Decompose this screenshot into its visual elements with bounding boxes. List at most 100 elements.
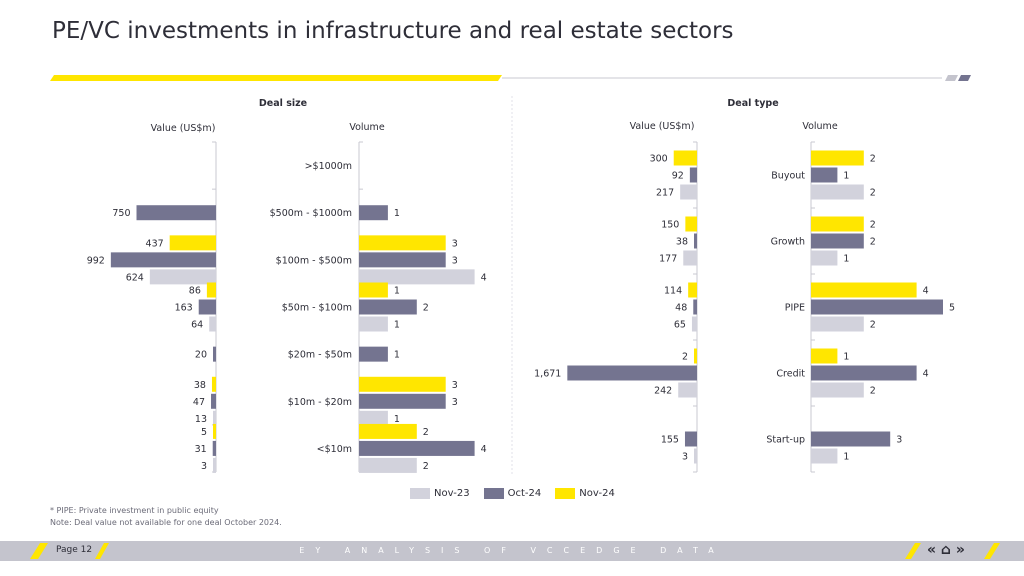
bar-deal-size-value-us-m-10m-20m-oct-24 <box>211 393 216 409</box>
bar-deal-size-volume-100m-500m-nov-23 <box>359 269 475 285</box>
data-label-deal-size-volume-50m-100m-nov-24: 1 <box>394 286 400 297</box>
category-label-500m-1000m: $500m - $1000m <box>270 208 352 219</box>
data-label-deal-size-value-us-m-100m-500m-nov-23: 624 <box>126 272 144 283</box>
data-label-deal-size-value-us-m-100m-500m-nov-24: 437 <box>146 238 164 249</box>
data-label-deal-type-volume-start-up-oct-24: 3 <box>896 435 902 446</box>
previous-icon[interactable]: « <box>927 542 937 558</box>
data-label-deal-type-volume-growth-oct-24: 2 <box>870 237 876 248</box>
bar-deal-type-value-us-m-pipe-oct-24 <box>693 299 697 315</box>
charts-canvas: Deal size Value (US$m) 750 437 992 624 86 163 64… <box>87 96 955 476</box>
bar-deal-type-value-us-m-start-up-nov-23 <box>694 448 697 464</box>
legend-item-nov23: Nov-23 <box>410 487 470 499</box>
bar-deal-size-volume-100m-500m-nov-24 <box>359 235 446 251</box>
bar-deal-type-volume-credit-nov-24 <box>811 348 838 364</box>
data-label-deal-type-volume-start-up-nov-23: 1 <box>843 452 849 463</box>
data-label-deal-type-value-us-m-growth-oct-24: 38 <box>676 237 688 248</box>
bar-deal-type-value-us-m-buyout-nov-23 <box>680 184 697 200</box>
data-label-deal-type-value-us-m-start-up-oct-24: 155 <box>661 435 679 446</box>
data-label-deal-size-volume-100m-500m-nov-23: 4 <box>481 272 487 283</box>
data-label-deal-type-value-us-m-pipe-oct-24: 48 <box>675 303 687 314</box>
bar-deal-type-volume-pipe-nov-23 <box>811 316 864 332</box>
legend-swatch-nov23 <box>410 487 430 499</box>
data-label-deal-type-volume-growth-nov-23: 1 <box>843 254 849 265</box>
bar-deal-type-value-us-m-pipe-nov-23 <box>691 316 697 332</box>
bar-deal-type-volume-credit-nov-23 <box>811 382 864 398</box>
bar-deal-type-volume-growth-nov-24 <box>811 216 864 232</box>
category-label-100m-500m: $100m - $500m <box>276 255 352 266</box>
bar-deal-size-value-us-m-10m-nov-23 <box>213 457 216 473</box>
footer-right-slash-icon <box>905 543 921 559</box>
bar-deal-size-value-us-m-10m-nov-24 <box>213 423 216 439</box>
bar-deal-size-volume-10m-20m-nov-23 <box>359 410 388 426</box>
data-label-deal-size-volume-10m-nov-23: 2 <box>423 461 429 472</box>
category-label-50m-100m: $50m - $100m <box>282 303 352 314</box>
data-label-deal-size-value-us-m-10m-oct-24: 31 <box>195 444 207 455</box>
data-label-deal-type-value-us-m-growth-nov-23: 177 <box>659 254 677 265</box>
bar-deal-size-value-us-m-10m-20m-nov-24 <box>211 376 216 392</box>
data-label-deal-size-value-us-m-10m-20m-oct-24: 47 <box>193 397 205 408</box>
data-label-deal-type-volume-buyout-oct-24: 1 <box>843 171 849 182</box>
data-label-deal-size-volume-50m-100m-oct-24: 2 <box>423 303 429 314</box>
category-label-growth: Growth <box>771 237 805 248</box>
title-underline <box>50 75 971 81</box>
legend-item-nov24: Nov-24 <box>555 487 615 499</box>
data-label-deal-size-volume-10m-20m-nov-24: 3 <box>452 380 458 391</box>
category-label-buyout: Buyout <box>771 171 805 182</box>
bar-deal-size-value-us-m-50m-100m-nov-23 <box>209 316 216 332</box>
data-label-deal-type-value-us-m-buyout-oct-24: 92 <box>672 171 684 182</box>
bar-deal-size-volume-10m-nov-24 <box>359 423 417 439</box>
data-label-deal-size-value-us-m-10m-nov-23: 3 <box>201 461 207 472</box>
data-label-deal-type-volume-pipe-nov-23: 2 <box>870 320 876 331</box>
data-label-deal-size-volume-50m-100m-nov-23: 1 <box>394 320 400 331</box>
data-label-deal-type-volume-credit-nov-23: 2 <box>870 386 876 397</box>
data-label-deal-size-volume-100m-500m-oct-24: 3 <box>452 255 458 266</box>
chart-title-deal-size-volume: Volume <box>349 122 384 133</box>
data-label-deal-type-value-us-m-credit-nov-23: 242 <box>654 386 672 397</box>
data-label-deal-type-value-us-m-growth-nov-24: 150 <box>661 220 679 231</box>
bar-deal-size-volume-100m-500m-oct-24 <box>359 252 446 268</box>
chart-title-deal-type-value-us-m: Value (US$m) <box>630 121 695 132</box>
bar-deal-type-value-us-m-buyout-oct-24 <box>689 167 697 183</box>
data-label-deal-size-value-us-m-10m-20m-nov-23: 13 <box>195 414 207 425</box>
data-label-deal-type-volume-credit-nov-24: 1 <box>843 352 849 363</box>
footer-source: EY ANALYSIS OF VCCEDGE DATA <box>299 546 725 555</box>
bar-deal-type-volume-credit-oct-24 <box>811 365 917 381</box>
bar-deal-size-volume-10m-20m-oct-24 <box>359 393 446 409</box>
category-label-10m: <$10m <box>317 444 352 455</box>
footer-page-slash-icon <box>95 543 109 559</box>
bar-deal-size-volume-50m-100m-nov-23 <box>359 316 388 332</box>
data-label-deal-size-volume-10m-20m-nov-23: 1 <box>394 414 400 425</box>
data-label-deal-type-value-us-m-pipe-nov-23: 65 <box>674 320 686 331</box>
bar-deal-size-value-us-m-100m-500m-nov-24 <box>169 235 216 251</box>
next-icon[interactable]: » <box>955 542 965 558</box>
legend-item-oct24: Oct-24 <box>483 487 542 499</box>
home-icon[interactable]: ⌂ <box>940 542 951 558</box>
data-label-deal-type-volume-pipe-nov-24: 4 <box>923 286 929 297</box>
data-label-deal-type-volume-buyout-nov-23: 2 <box>870 188 876 199</box>
category-label-pipe: PIPE <box>785 303 805 314</box>
data-label-deal-size-volume-10m-nov-24: 2 <box>423 427 429 438</box>
legend-swatch-nov24 <box>555 487 576 499</box>
panel-title-deal-type: Deal type <box>727 98 778 109</box>
chart-title-deal-size-value-us-m: Value (US$m) <box>151 123 216 134</box>
footer-page-number: Page 12 <box>56 545 93 555</box>
legend-label-nov24: Nov-24 <box>579 487 615 499</box>
data-label-deal-size-volume-100m-500m-nov-24: 3 <box>452 238 458 249</box>
bar-deal-type-value-us-m-credit-oct-24 <box>567 365 697 381</box>
bar-deal-size-value-us-m-100m-500m-nov-23 <box>149 269 216 285</box>
footer-far-right-slash-icon <box>984 543 1000 559</box>
bar-deal-size-volume-20m-50m-oct-24 <box>359 346 388 362</box>
bar-deal-type-volume-start-up-nov-23 <box>811 448 838 464</box>
data-label-deal-size-value-us-m-10m-20m-nov-24: 38 <box>194 380 206 391</box>
legend-label-nov23: Nov-23 <box>434 487 470 499</box>
category-label-10m-20m: $10m - $20m <box>288 397 352 408</box>
bar-deal-size-value-us-m-10m-oct-24 <box>212 440 216 456</box>
page-title: PE/VC investments in infrastructure and … <box>52 18 734 44</box>
legend: Nov-23 Oct-24 Nov-24 <box>410 486 629 500</box>
bar-deal-type-volume-start-up-oct-24 <box>811 431 891 447</box>
data-label-deal-size-value-us-m-50m-100m-oct-24: 163 <box>175 303 193 314</box>
bar-deal-size-value-us-m-50m-100m-oct-24 <box>198 299 216 315</box>
legend-label-oct24: Oct-24 <box>507 487 542 499</box>
bar-deal-type-value-us-m-start-up-oct-24 <box>684 431 697 447</box>
category-label-20m-50m: $20m - $50m <box>288 350 352 361</box>
